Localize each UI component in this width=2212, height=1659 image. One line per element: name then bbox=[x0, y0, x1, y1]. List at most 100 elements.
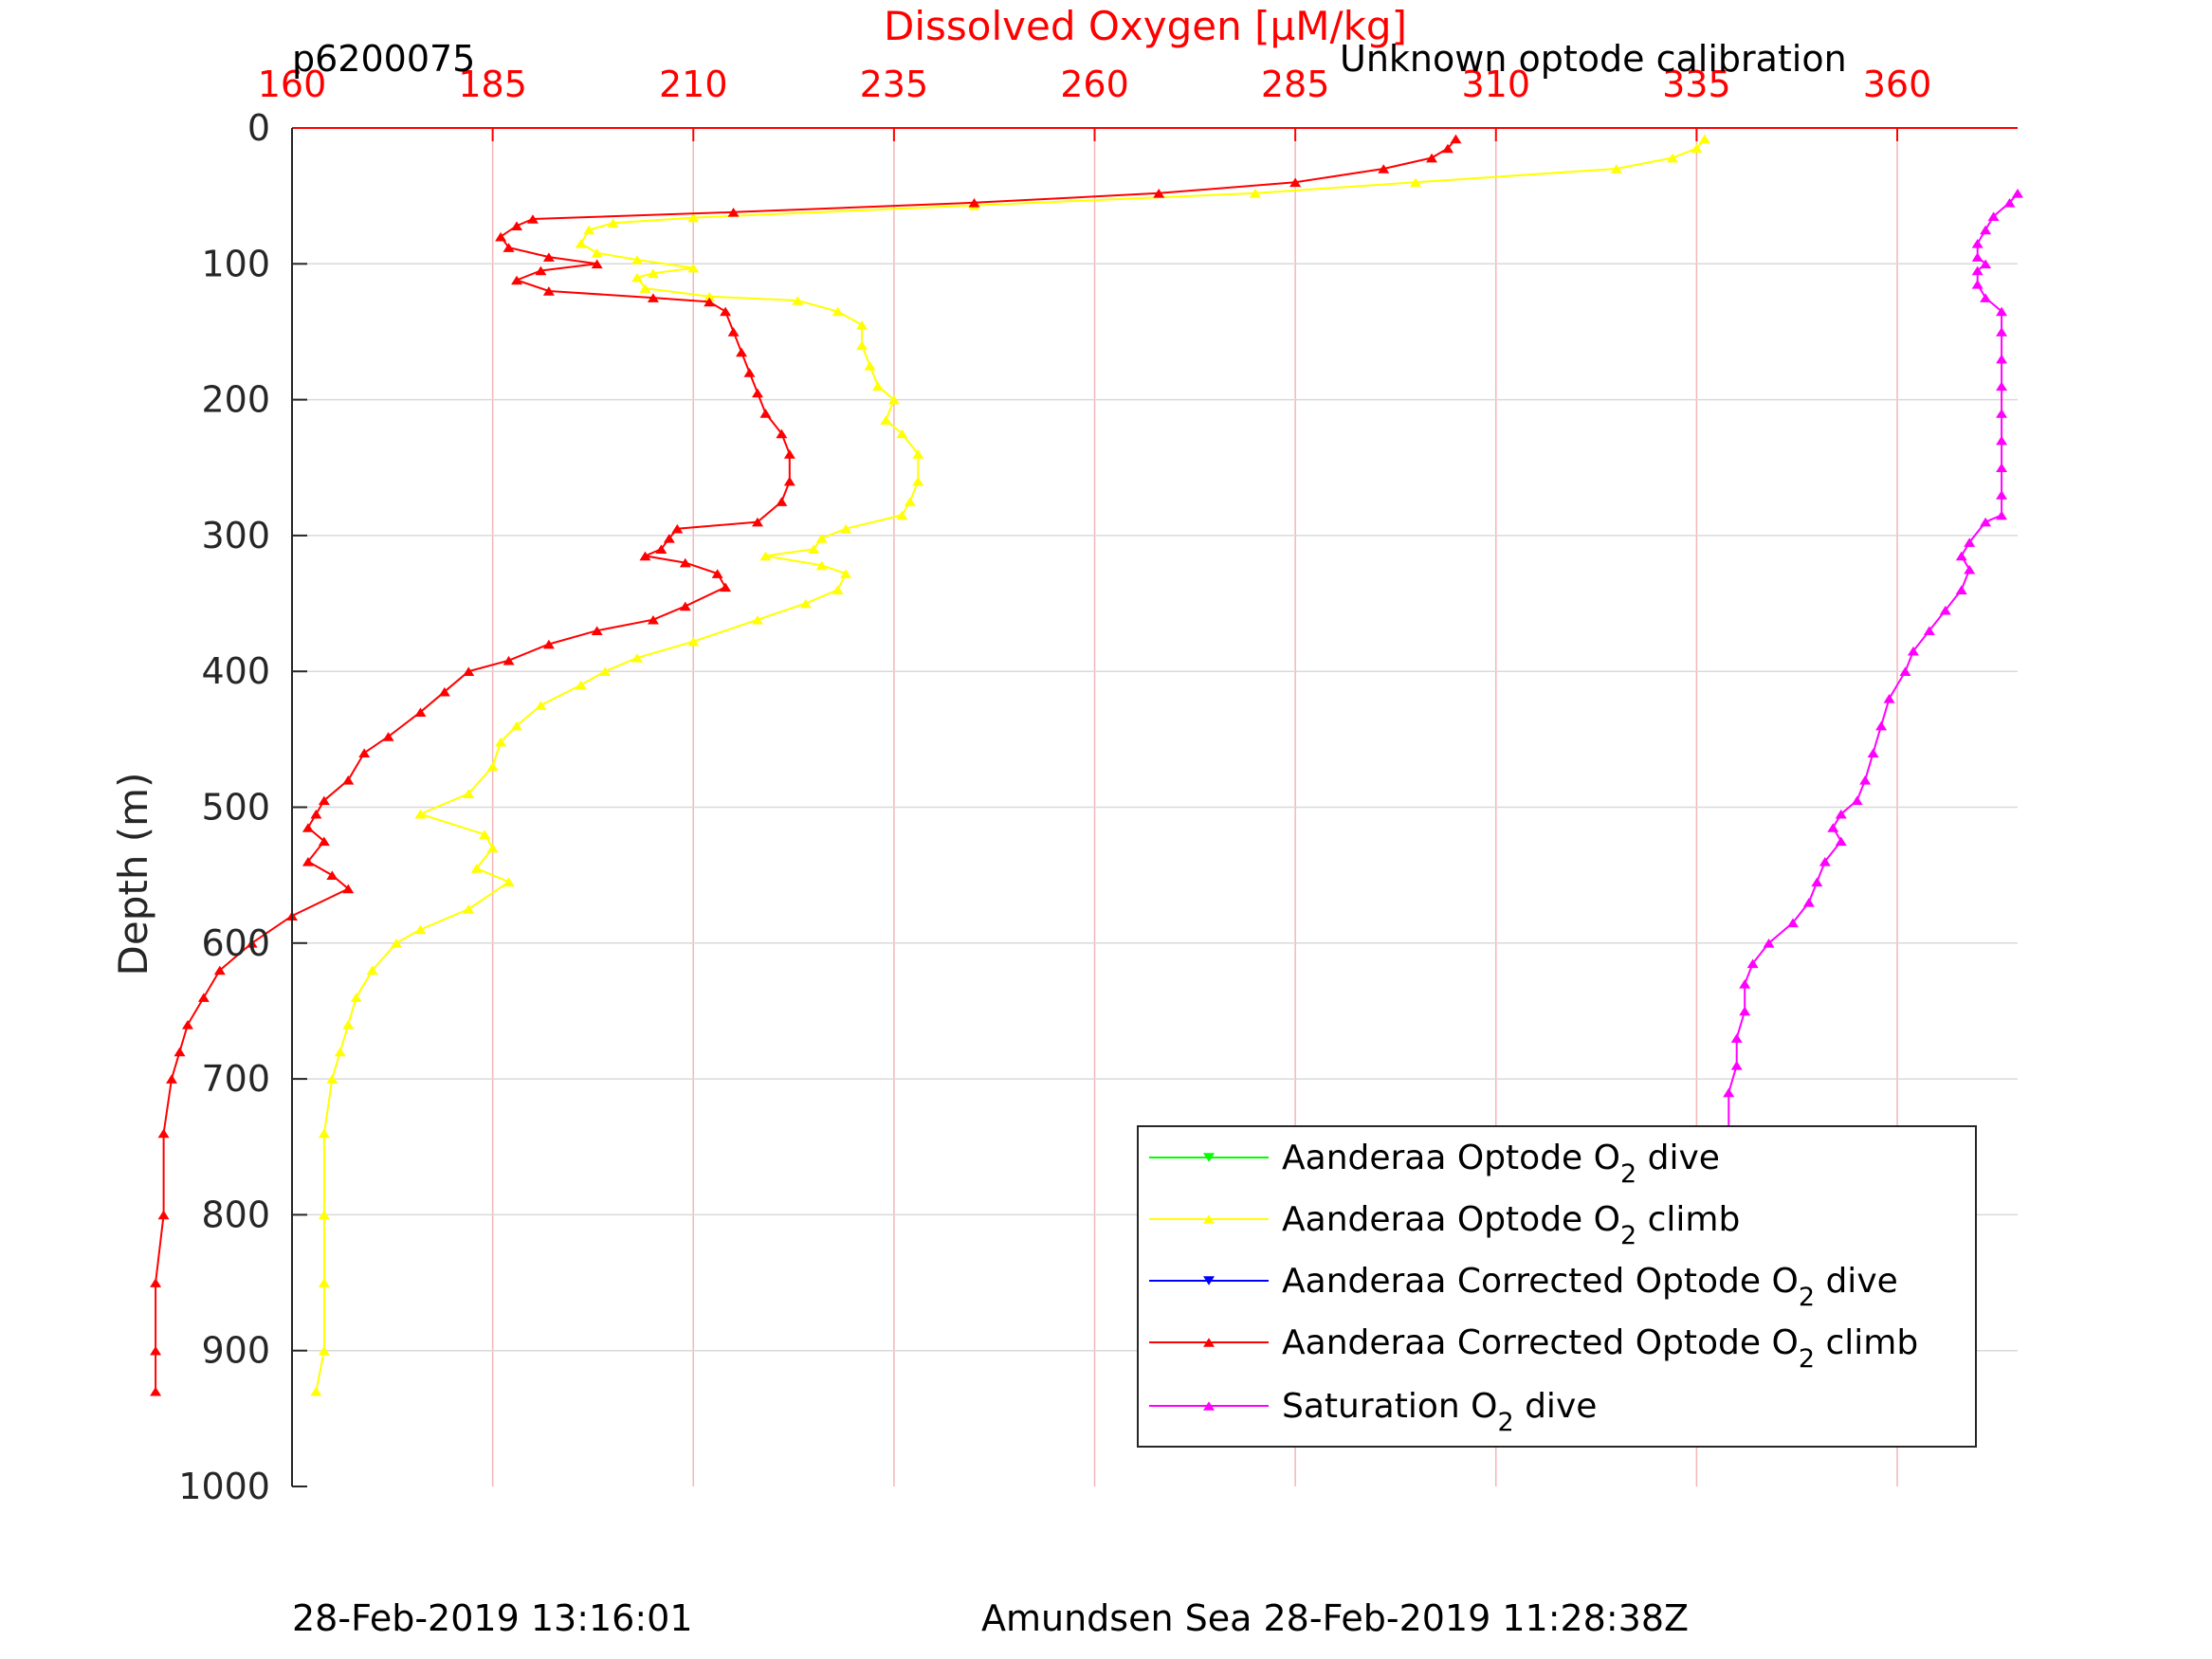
data-point bbox=[591, 259, 603, 269]
legend-label-subscript: 2 bbox=[1799, 1344, 1815, 1374]
legend-label-main: Aanderaa Optode O bbox=[1282, 1139, 1620, 1177]
data-point bbox=[326, 870, 338, 880]
data-point bbox=[751, 614, 763, 625]
data-point bbox=[1971, 239, 1983, 248]
legend-label-subscript: 2 bbox=[1497, 1408, 1513, 1437]
y-axis-label: Depth (m) bbox=[110, 773, 156, 976]
data-point bbox=[871, 381, 884, 392]
data-point bbox=[318, 1210, 330, 1220]
data-point bbox=[1378, 164, 1390, 173]
legend-label-tail: dive bbox=[1636, 1139, 1720, 1177]
data-point bbox=[856, 340, 868, 351]
data-point bbox=[1819, 857, 1831, 866]
legend-marker bbox=[1203, 1153, 1215, 1162]
data-point bbox=[526, 214, 539, 224]
data-point bbox=[647, 293, 659, 302]
data-point bbox=[1980, 225, 1992, 235]
legend-label-subscript: 2 bbox=[1620, 1159, 1636, 1189]
data-point bbox=[1907, 646, 1919, 656]
data-point bbox=[213, 965, 226, 975]
y-tick-label: 100 bbox=[201, 243, 270, 284]
tick-labels: 160 185 210 235 260 285 310 335 360 0 100 200 300 400… bbox=[178, 64, 1931, 1507]
data-point bbox=[840, 569, 852, 578]
data-point bbox=[318, 836, 330, 847]
data-point bbox=[1867, 748, 1879, 757]
legend-label: Aanderaa Corrected Optode O2 dive bbox=[1282, 1262, 1898, 1312]
data-point bbox=[864, 360, 876, 371]
data-point bbox=[631, 653, 643, 663]
y-tick-label: 800 bbox=[201, 1194, 270, 1235]
data-point bbox=[912, 449, 924, 459]
data-point bbox=[720, 306, 732, 317]
x-tick-label: 210 bbox=[659, 64, 728, 105]
data-point bbox=[1827, 823, 1839, 832]
data-point bbox=[150, 1386, 162, 1396]
x-tick-label: 260 bbox=[1060, 64, 1129, 105]
data-point bbox=[1610, 164, 1622, 173]
data-point bbox=[720, 582, 732, 592]
data-point bbox=[856, 319, 868, 330]
data-point bbox=[655, 544, 667, 555]
data-point bbox=[310, 809, 322, 819]
data-point bbox=[486, 843, 499, 853]
data-point bbox=[1739, 978, 1751, 989]
legend-label-tail: climb bbox=[1815, 1323, 1918, 1362]
data-point bbox=[150, 1345, 162, 1356]
data-point bbox=[647, 614, 659, 625]
data-point bbox=[759, 409, 772, 418]
data-point bbox=[631, 272, 643, 283]
data-point bbox=[736, 347, 748, 357]
data-point bbox=[1851, 795, 1863, 806]
legend-label-tail: dive bbox=[1514, 1387, 1598, 1426]
data-point bbox=[1996, 381, 2008, 392]
data-point bbox=[832, 585, 844, 595]
data-point bbox=[1786, 918, 1799, 928]
data-point bbox=[880, 415, 892, 425]
data-point bbox=[310, 1386, 322, 1396]
x-axis-label: Dissolved Oxygen [μM/kg] bbox=[884, 3, 1407, 49]
data-point bbox=[2012, 188, 2023, 198]
data-point bbox=[157, 1128, 170, 1139]
data-point bbox=[1691, 143, 1703, 154]
data-point bbox=[542, 639, 555, 649]
data-point bbox=[1955, 585, 1967, 595]
data-point bbox=[751, 517, 763, 527]
data-point bbox=[342, 884, 355, 894]
data-point bbox=[647, 268, 659, 279]
data-point bbox=[1875, 720, 1888, 731]
data-point bbox=[2003, 198, 2016, 208]
data-point bbox=[334, 1047, 346, 1057]
data-point bbox=[679, 557, 691, 568]
data-point bbox=[479, 830, 491, 839]
data-point bbox=[463, 904, 475, 914]
y-tick-label: 200 bbox=[201, 379, 270, 421]
data-point bbox=[679, 601, 691, 611]
data-point bbox=[1730, 1060, 1743, 1070]
data-point bbox=[511, 275, 523, 285]
legend-label-main: Aanderaa Optode O bbox=[1282, 1200, 1620, 1239]
data-point bbox=[1746, 958, 1759, 969]
data-point bbox=[197, 993, 210, 1002]
legend-label: Aanderaa Optode O2 dive bbox=[1282, 1139, 1720, 1189]
data-point bbox=[542, 252, 555, 262]
legend-marker bbox=[1203, 1276, 1215, 1285]
data-point bbox=[687, 212, 700, 223]
x-tick-label: 335 bbox=[1662, 64, 1731, 105]
data-point bbox=[246, 939, 258, 948]
legend-label-tail: dive bbox=[1815, 1262, 1898, 1301]
legend-label-main: Aanderaa Corrected Optode O bbox=[1282, 1323, 1799, 1362]
y-tick-label: 500 bbox=[201, 787, 270, 829]
legend-marker bbox=[1203, 1401, 1215, 1411]
x-tick-label: 285 bbox=[1261, 64, 1330, 105]
y-tick-label: 1000 bbox=[178, 1466, 270, 1507]
data-point bbox=[968, 198, 980, 208]
y-tick-label: 400 bbox=[201, 650, 270, 692]
legend-label-tail: climb bbox=[1636, 1200, 1740, 1239]
data-point bbox=[1811, 877, 1823, 887]
data-point bbox=[1980, 259, 1992, 269]
data-point bbox=[1955, 551, 1967, 561]
data-point bbox=[318, 1128, 330, 1139]
data-point bbox=[1763, 939, 1775, 948]
data-point bbox=[503, 655, 515, 665]
data-point bbox=[896, 428, 908, 439]
